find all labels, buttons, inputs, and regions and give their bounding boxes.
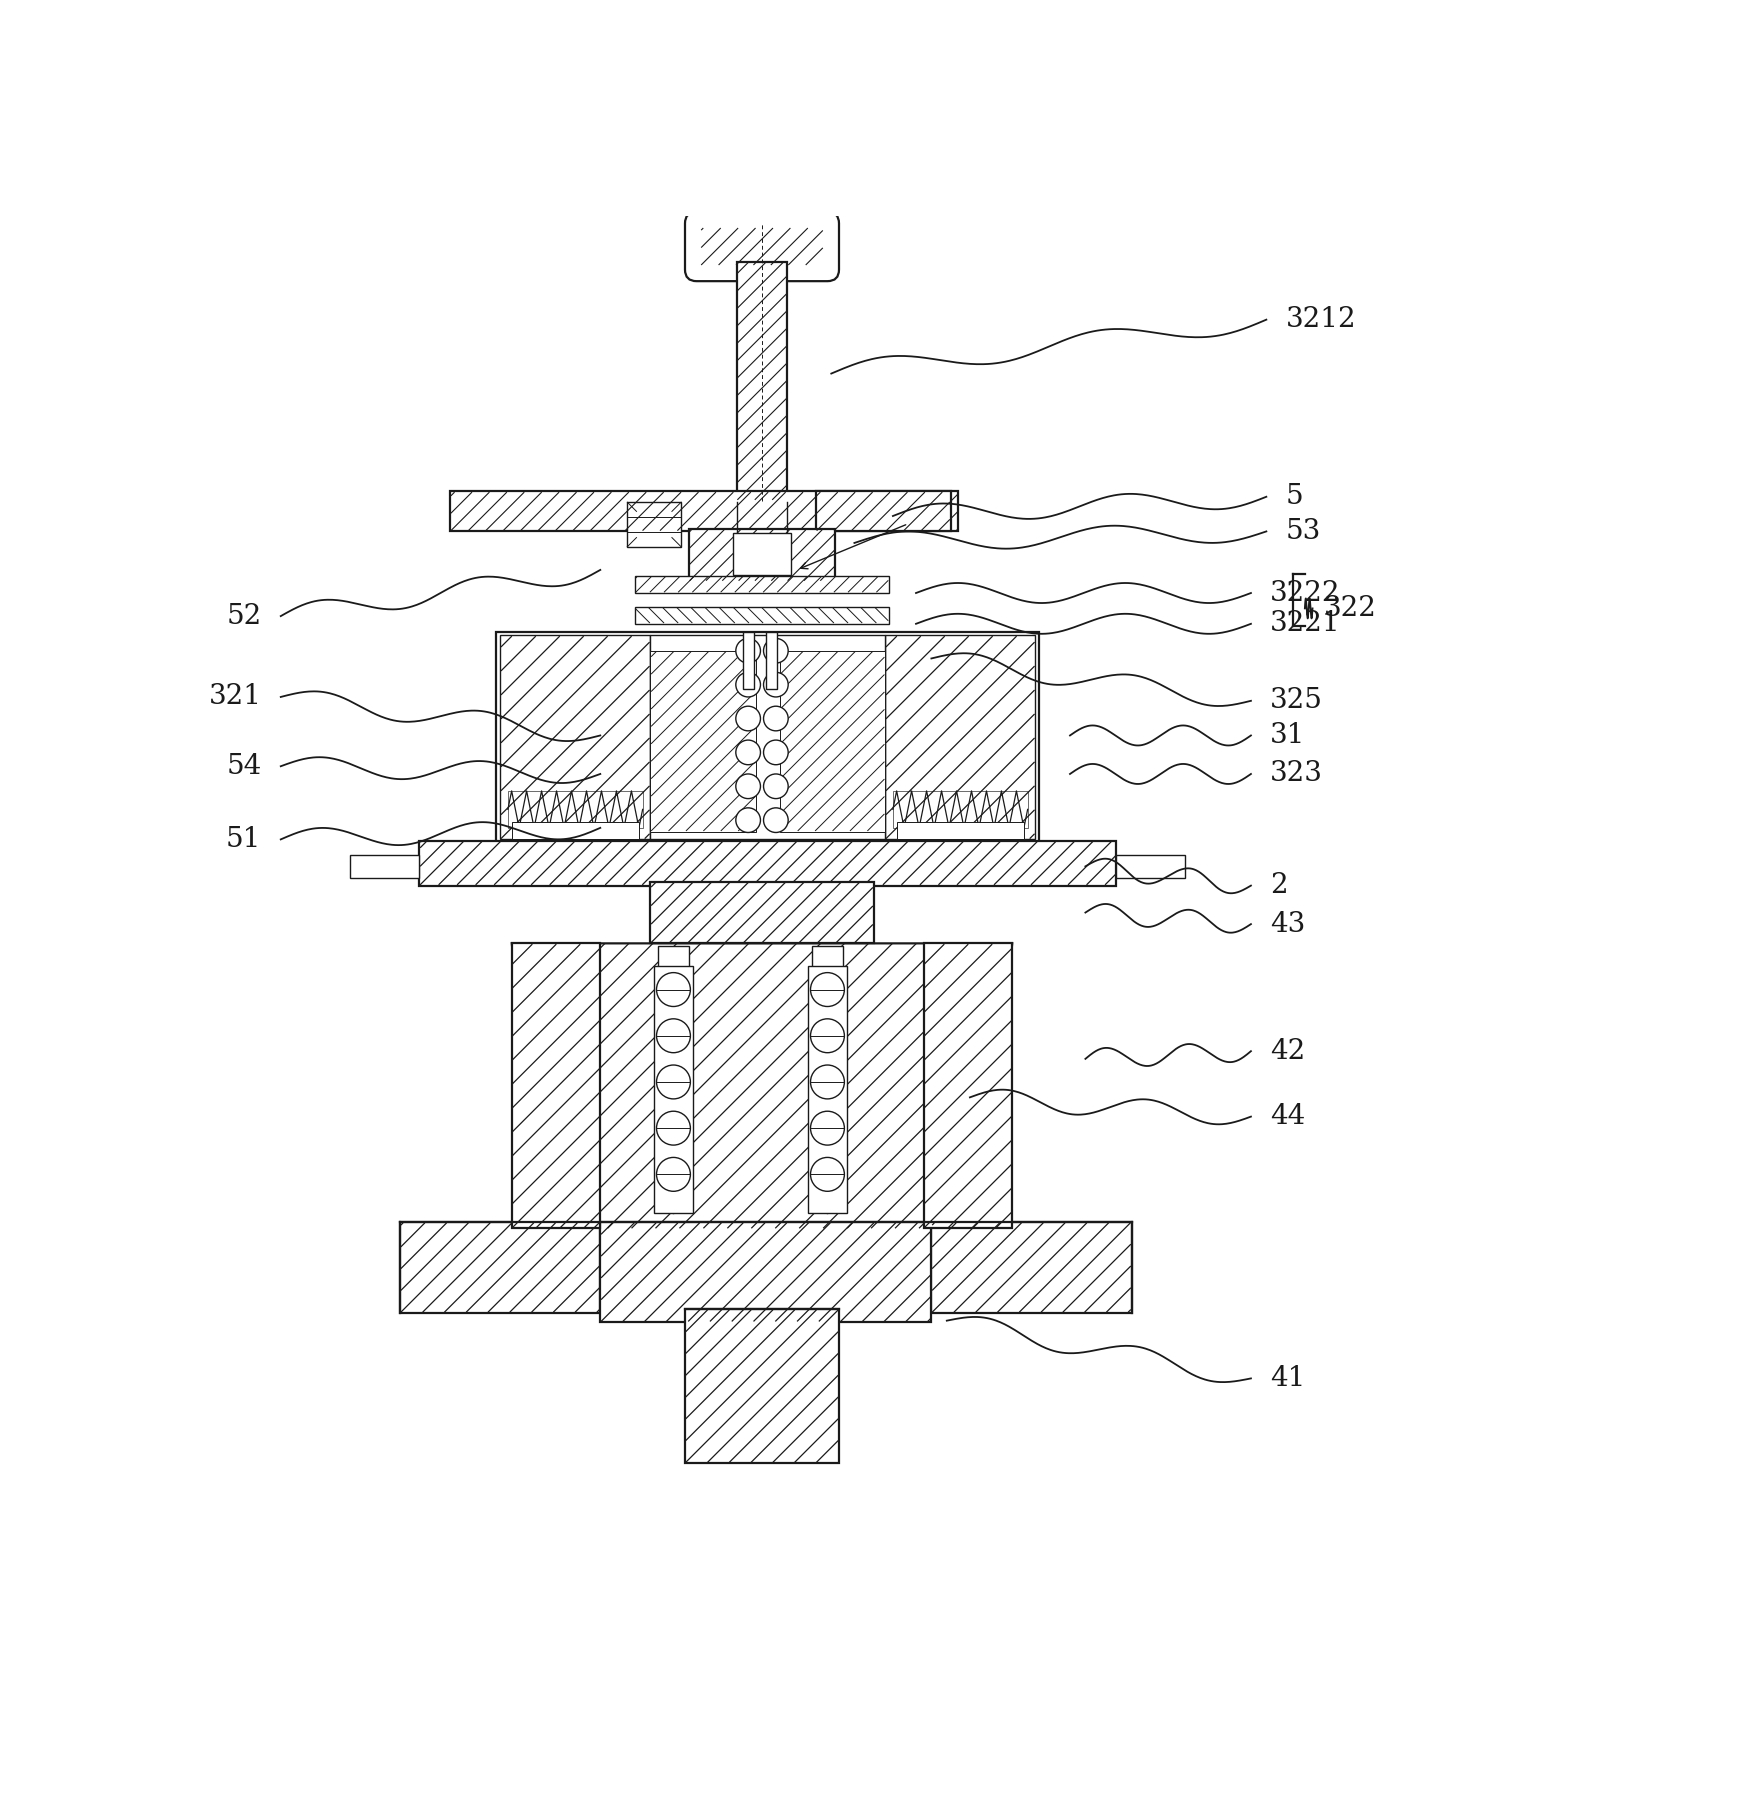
Text: 323: 323 <box>1269 761 1321 788</box>
Text: 51: 51 <box>225 826 262 853</box>
Bar <box>400 1221 600 1313</box>
Text: 3222: 3222 <box>1269 579 1341 606</box>
Bar <box>808 967 846 1212</box>
Circle shape <box>656 1019 690 1054</box>
Bar <box>507 790 642 828</box>
Circle shape <box>764 808 788 832</box>
Circle shape <box>736 774 760 799</box>
Circle shape <box>809 972 844 1007</box>
Bar <box>650 635 884 839</box>
Text: 3221: 3221 <box>1269 610 1341 637</box>
Circle shape <box>764 705 788 731</box>
Bar <box>1115 855 1185 879</box>
Bar <box>732 532 790 575</box>
Text: 54: 54 <box>225 752 262 779</box>
Text: 321: 321 <box>208 684 262 711</box>
Bar <box>689 529 836 581</box>
Circle shape <box>656 1158 690 1191</box>
Text: 44: 44 <box>1269 1102 1304 1129</box>
Text: 2: 2 <box>1269 871 1287 898</box>
Text: 325: 325 <box>1269 687 1321 714</box>
Circle shape <box>656 1111 690 1146</box>
Text: 52: 52 <box>225 603 262 630</box>
Circle shape <box>764 774 788 799</box>
Bar <box>496 631 1038 842</box>
Bar <box>923 943 1012 1229</box>
Circle shape <box>736 740 760 765</box>
Circle shape <box>764 639 788 664</box>
Bar <box>743 631 753 689</box>
Bar <box>811 947 843 969</box>
Bar <box>685 1310 839 1463</box>
Bar <box>893 790 1028 828</box>
Bar <box>932 1221 1131 1313</box>
FancyBboxPatch shape <box>685 211 839 281</box>
Circle shape <box>809 1158 844 1191</box>
Text: 53: 53 <box>1285 518 1320 545</box>
Text: 43: 43 <box>1269 911 1304 938</box>
Bar <box>420 841 1115 886</box>
Bar <box>635 606 888 624</box>
Bar <box>657 947 689 969</box>
Bar <box>628 502 680 547</box>
Bar <box>635 575 888 594</box>
Bar <box>650 651 755 832</box>
Text: 322: 322 <box>1323 595 1376 622</box>
Bar <box>350 855 420 879</box>
Circle shape <box>764 673 788 696</box>
Circle shape <box>656 1064 690 1099</box>
Bar <box>780 651 884 832</box>
Circle shape <box>736 673 760 696</box>
Bar <box>897 823 1023 839</box>
Circle shape <box>736 705 760 731</box>
Text: 41: 41 <box>1269 1366 1304 1393</box>
Bar <box>600 1221 932 1322</box>
Circle shape <box>809 1019 844 1054</box>
Circle shape <box>764 740 788 765</box>
Bar <box>884 635 1035 839</box>
Polygon shape <box>512 943 1012 1229</box>
Bar <box>654 967 692 1212</box>
Text: 42: 42 <box>1269 1037 1304 1064</box>
Bar <box>512 823 638 839</box>
Circle shape <box>656 972 690 1007</box>
Bar <box>815 491 951 532</box>
Text: 3212: 3212 <box>1285 307 1355 334</box>
Circle shape <box>809 1111 844 1146</box>
Circle shape <box>809 1064 844 1099</box>
Text: 5: 5 <box>1285 483 1302 511</box>
Bar <box>766 631 776 689</box>
Circle shape <box>736 639 760 664</box>
Bar <box>449 491 958 532</box>
Circle shape <box>736 808 760 832</box>
Bar <box>736 262 787 500</box>
Bar <box>500 635 650 839</box>
Bar <box>512 943 600 1229</box>
Bar <box>650 882 874 943</box>
Text: 31: 31 <box>1269 722 1304 749</box>
